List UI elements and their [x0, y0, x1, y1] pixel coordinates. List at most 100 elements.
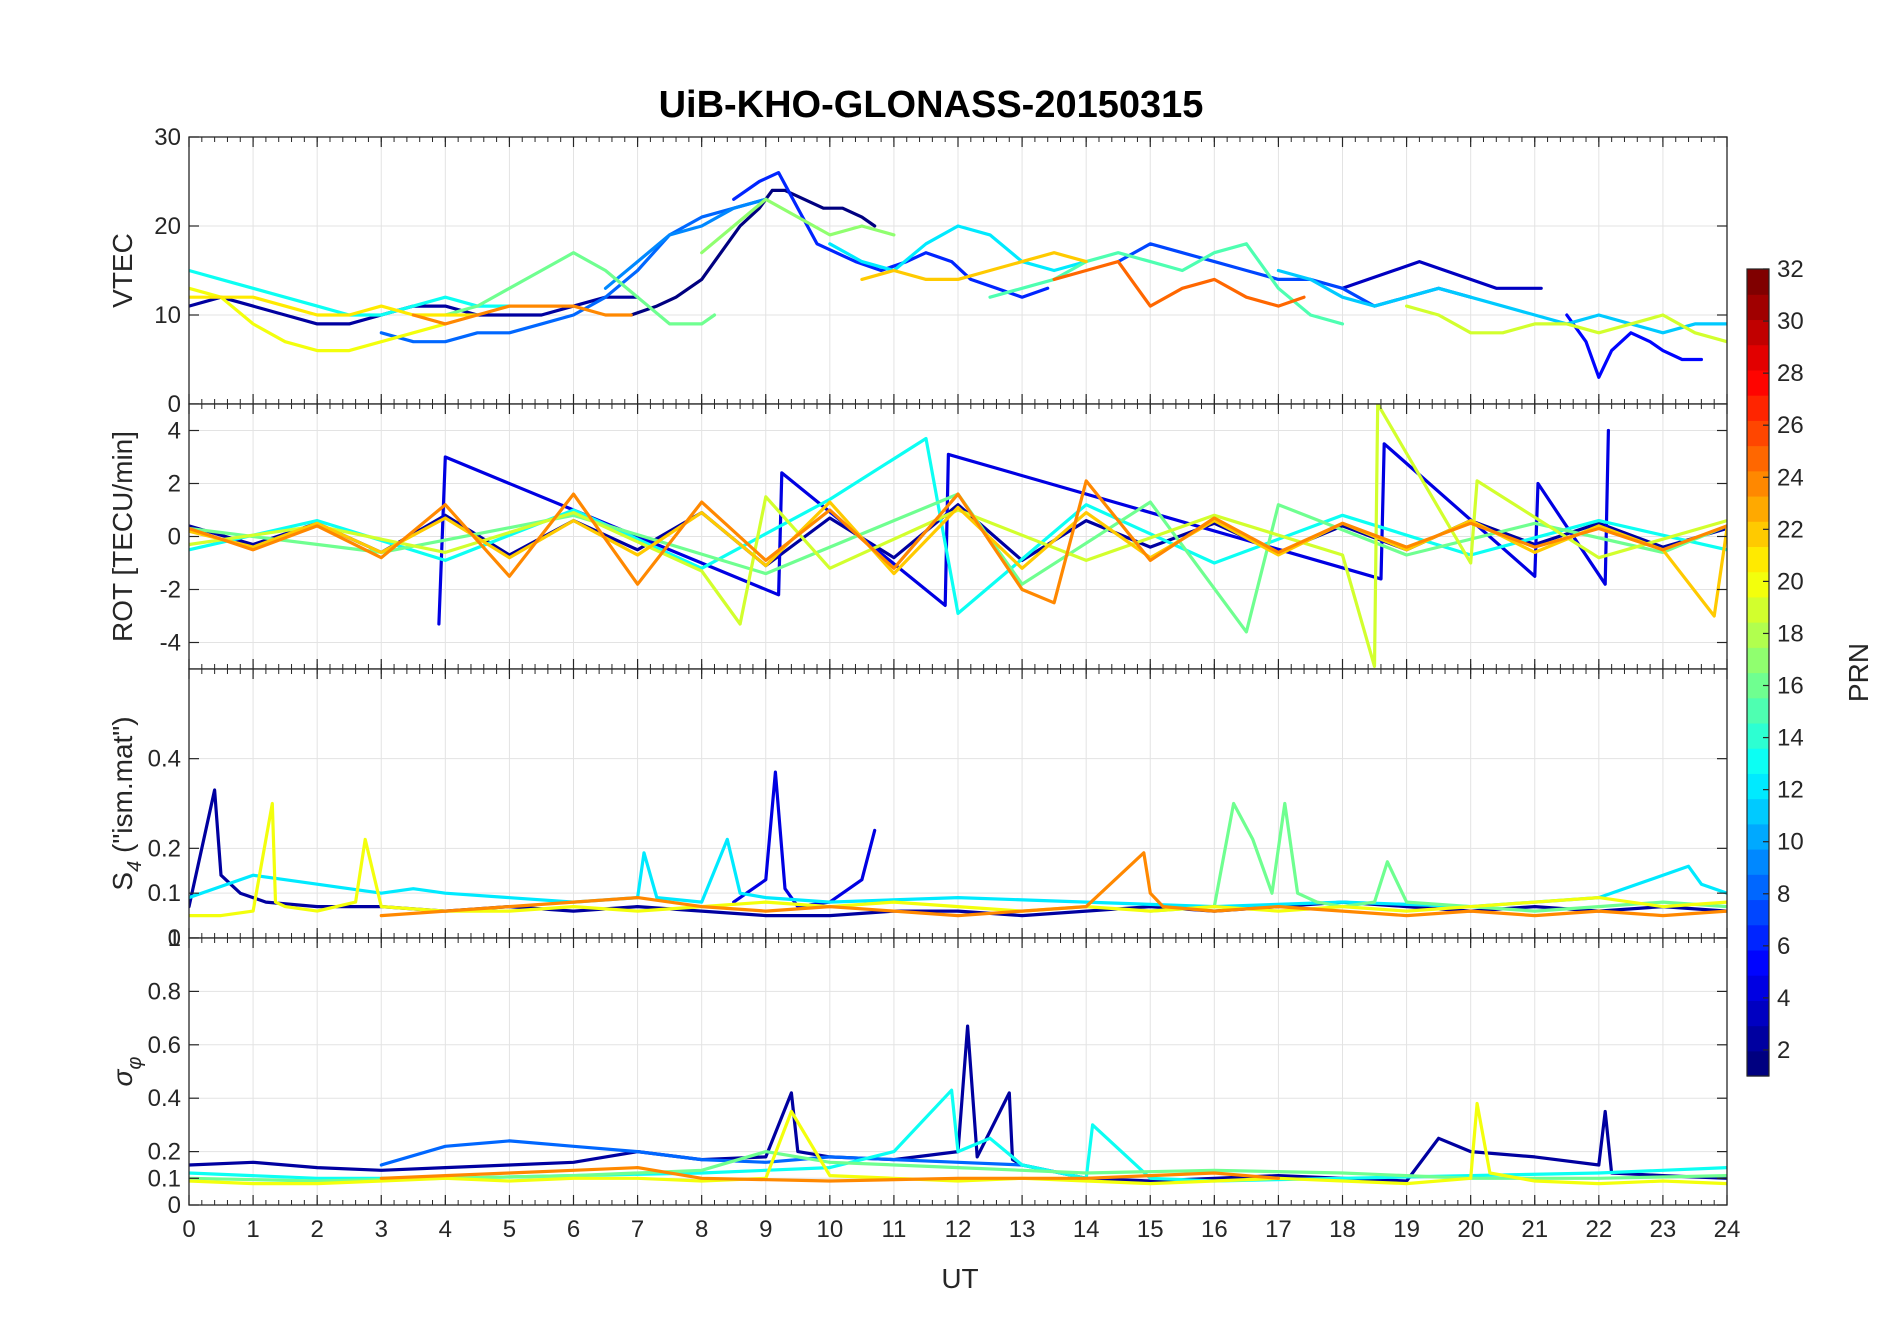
- series-line-prn-9: [603, 197, 768, 290]
- series-line-prn-8: [379, 1139, 1024, 1167]
- x-tick-label: 2: [310, 1216, 323, 1243]
- y-tick-label: 0.1: [148, 1165, 181, 1192]
- series-line-prn-11: [1276, 268, 1727, 335]
- y-tick-label: 30: [154, 124, 181, 151]
- x-tick-label: 11: [881, 1216, 906, 1243]
- colorbar-cell: [1747, 849, 1769, 875]
- colorbar-cell: [1747, 319, 1769, 346]
- colorbar-cell: [1747, 672, 1769, 699]
- x-tick-label: 8: [695, 1216, 708, 1243]
- x-tick-label: 5: [503, 1216, 516, 1243]
- colorbar-cell: [1747, 269, 1769, 295]
- y-axis-label-sub: 4: [124, 861, 146, 872]
- x-tick-label: 10: [816, 1216, 843, 1243]
- colorbar-tick-label: 10: [1777, 829, 1804, 856]
- x-tick-label: 22: [1585, 1216, 1612, 1243]
- y-axis-label: ROT [TECU/min]: [107, 431, 138, 642]
- series-line-prn-16: [189, 492, 1727, 634]
- series-line-prn-12: [828, 224, 1088, 273]
- colorbar-cell: [1747, 445, 1769, 472]
- series-line-prn-8: [379, 197, 768, 344]
- x-tick-label: 7: [631, 1216, 644, 1243]
- colorbar-cell: [1747, 924, 1769, 951]
- colorbar-tick-label: 12: [1777, 777, 1804, 804]
- series-line-prn-24: [189, 479, 1727, 605]
- series-line-prn-20: [189, 286, 447, 353]
- colorbar-cell: [1747, 1000, 1769, 1027]
- series-line-prn-6: [732, 171, 1050, 299]
- colorbar-cell: [1747, 420, 1769, 447]
- colorbar-cells: [1747, 269, 1769, 1077]
- series-line-prn-2: [189, 1024, 1727, 1183]
- colorbar-tick-label: 8: [1777, 881, 1790, 908]
- colorbar-cell: [1747, 748, 1769, 774]
- x-tick-label: 1: [246, 1216, 259, 1243]
- series-line-prn-17: [700, 197, 896, 255]
- colorbar-cell: [1747, 949, 1769, 976]
- colorbar-tick-label: 32: [1777, 256, 1804, 283]
- colorbar-cell: [1747, 495, 1769, 522]
- series-line-prn-24: [379, 851, 1727, 918]
- colorbar-cell: [1747, 823, 1769, 850]
- y-tick-label: 0: [168, 524, 181, 551]
- colorbar-cell: [1747, 546, 1769, 573]
- colorbar-tick-label: 30: [1777, 308, 1804, 335]
- y-tick-label: 0.2: [148, 1139, 181, 1166]
- panel-s4: 00.10.20.4S4 ("ism.mat"): [107, 668, 1728, 952]
- colorbar-cell: [1747, 596, 1769, 623]
- x-tick-label: 3: [375, 1216, 388, 1243]
- x-tick-label: 12: [945, 1216, 972, 1243]
- colorbar-cell: [1747, 470, 1769, 497]
- colorbar-cell: [1747, 1025, 1769, 1052]
- colorbar-cell: [1747, 975, 1769, 1001]
- colorbar-cell: [1747, 722, 1769, 749]
- series-line-prn-3: [1340, 260, 1543, 290]
- y-tick-label: 0.4: [148, 746, 181, 773]
- colorbar-cell: [1747, 647, 1769, 674]
- y-tick-label: 4: [168, 418, 181, 445]
- colorbar-cell: [1747, 773, 1769, 800]
- colorbar-cell: [1747, 1050, 1769, 1077]
- series-line-prn-5: [1565, 313, 1703, 379]
- y-axis-label-main: σ: [107, 1068, 138, 1086]
- series-line-prn-16: [443, 251, 717, 326]
- series-group: [189, 404, 1727, 668]
- y-axis-label-sub: φ: [124, 1057, 146, 1070]
- y-tick-label: 0.8: [148, 978, 181, 1005]
- y-tick-label: -2: [160, 577, 181, 604]
- series-line-prn-24: [411, 304, 633, 326]
- figure-title: UiB-KHO-GLONASS-20150315: [659, 84, 1204, 126]
- colorbar-cell: [1747, 369, 1769, 396]
- colorbar-tick-label: 20: [1777, 568, 1804, 595]
- x-tick-label: 13: [1009, 1216, 1036, 1243]
- series-line-prn-15: [988, 242, 1345, 326]
- x-tick-label: 20: [1457, 1216, 1484, 1243]
- colorbar-cell: [1747, 874, 1769, 901]
- x-tick-label: 16: [1201, 1216, 1228, 1243]
- series-line-prn-24: [379, 1166, 1280, 1183]
- x-tick-label: 15: [1137, 1216, 1164, 1243]
- x-tick-label: 14: [1073, 1216, 1100, 1243]
- colorbar-cell: [1747, 294, 1769, 321]
- colorbar-tick-label: 6: [1777, 933, 1790, 960]
- x-tick-label: 18: [1329, 1216, 1356, 1243]
- colorbar-frame: [1746, 268, 1770, 1077]
- colorbar-label: PRN: [1843, 643, 1874, 702]
- series-line-prn-22: [860, 251, 1088, 281]
- colorbar-cell: [1747, 622, 1769, 648]
- panel-vtec: 0 10 20 30 VTEC: [107, 124, 1728, 418]
- colorbar-tick-label: 18: [1777, 620, 1804, 647]
- y-tick-label: -4: [160, 630, 181, 657]
- panel-sigma_phi: 00.10.20.40.60.810 1 2 3 4 5 6 7 8 9 10 11 12 13 14 15 1…: [107, 925, 1740, 1243]
- y-axis-label-main: S: [107, 872, 138, 891]
- y-axis-label: S4 ("ism.mat"): [107, 716, 146, 890]
- x-tick-label: 23: [1650, 1216, 1677, 1243]
- series-line-prn-21: [189, 295, 479, 317]
- y-tick-label: 10: [154, 302, 181, 329]
- y-tick-label: 2: [168, 471, 181, 498]
- series-group: [189, 770, 1727, 918]
- series-line-prn-19: [1405, 304, 1727, 344]
- colorbar-tick-label: 22: [1777, 516, 1804, 543]
- colorbar-cell: [1747, 521, 1769, 548]
